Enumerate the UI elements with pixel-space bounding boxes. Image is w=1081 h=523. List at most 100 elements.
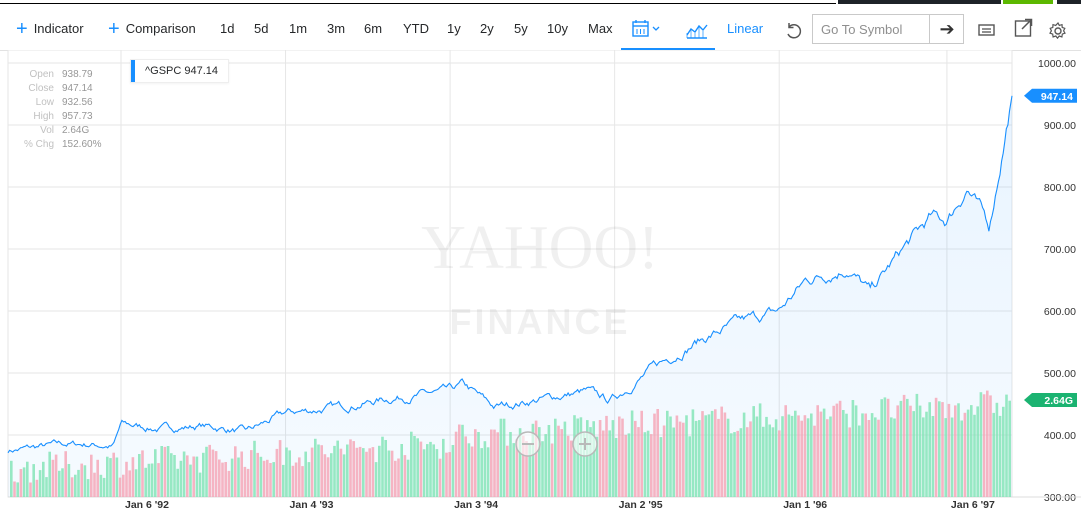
volume-bar [301,466,304,497]
low-value: 932.56 [62,97,93,108]
go-to-symbol-input[interactable] [813,15,929,43]
print-button[interactable] [977,18,997,40]
volume-bar [858,425,861,497]
volume-bar [202,452,205,497]
volume-bar [445,452,448,497]
volume-bar [74,474,77,497]
range-1m[interactable]: 1m [289,21,308,36]
price-line[interactable] [7,95,1013,454]
volume-bar [992,412,995,497]
volume-bar [822,408,826,497]
volume-bar [829,416,832,497]
indicator-label: Indicator [33,21,84,36]
volume-bar [525,441,528,497]
volume-bar [624,434,627,497]
open-label: Open [29,69,54,80]
volume-bar [531,423,535,497]
range-3m[interactable]: 3m [327,21,346,36]
volume-bar [13,481,16,497]
volume-bar [989,395,992,497]
volume-bar [925,411,928,497]
volume-bar [960,420,963,497]
volume-bar [509,432,512,497]
volume-bar [22,467,26,497]
range-1d[interactable]: 1d [220,21,235,36]
volume-bar [454,431,458,497]
chart-type-button[interactable] [686,18,708,40]
volume-bar [947,403,951,497]
volume-bar [768,424,771,497]
volume-bar [400,444,403,497]
range-max[interactable]: Max [588,21,613,36]
volume-bar [941,402,944,497]
ohlc-panel: Open 938.79 Close 947.14 Low 932.56 High 957… [8,68,102,152]
volume-bar [746,427,749,497]
volume-bar [480,448,483,497]
volume-bar [630,410,634,497]
volume-bar [586,420,589,497]
volume-bar [128,470,131,497]
volume-bar [246,468,250,497]
expand-button[interactable] [1014,16,1034,40]
volume-bar [35,479,39,497]
volume-bar [275,448,279,497]
range-6m[interactable]: 6m [364,21,383,36]
series-legend-label: ^GSPC 947.14 [145,65,219,77]
volume-bar [26,461,29,497]
volume-bar [426,444,429,497]
comparison-button[interactable]: + Comparison [108,10,196,48]
volume-bar [931,416,935,497]
volume-bar [266,459,269,497]
range-10y[interactable]: 10y [547,21,568,36]
header-segment-green [1003,0,1053,4]
volume-bar [877,419,880,497]
go-arrow-button[interactable]: ➔ [929,15,964,43]
range-5y[interactable]: 5y [514,21,528,36]
volume-bar [99,474,103,497]
volume-bar [67,464,71,497]
volume-bar [816,405,819,497]
volume-bar [435,449,439,497]
y-tick-label: 700.00 [1044,244,1076,256]
volume-bar [506,445,509,497]
indicator-button[interactable]: + Indicator [16,10,84,48]
volume-bar [710,410,714,497]
volume-bar [486,447,490,497]
volume-bar [915,393,919,497]
volume-bar [192,456,195,497]
range-5d[interactable]: 5d [254,21,269,36]
volume-bar [698,420,701,497]
volume-bar [845,413,848,497]
volume-bar [45,477,48,497]
y-tick-label: 300.00 [1044,492,1076,504]
volume-bar [810,413,813,497]
zoom-in-icon[interactable] [572,431,598,457]
volume-bar [557,425,560,497]
reset-button[interactable] [784,18,804,40]
volume-bar [704,415,707,497]
scale-toggle-button[interactable]: Linear [727,21,764,36]
volume-bar [986,390,989,497]
volume-bar [397,458,400,497]
series-legend[interactable]: ^GSPC 947.14 [130,59,230,83]
settings-button[interactable] [1048,18,1068,40]
volume-bar [51,459,55,497]
volume-bar [234,446,237,497]
range-2y[interactable]: 2y [480,21,494,36]
volume-bar [64,451,67,497]
range-1y[interactable]: 1y [447,21,461,36]
volume-bar [966,409,970,497]
volume-bar [883,397,887,497]
zoom-out-icon[interactable] [515,431,541,457]
volume-bar [912,411,915,497]
volume-bar [707,414,711,497]
volume-bar [867,420,871,497]
volume-bar [957,403,960,497]
volume-bar [227,470,231,497]
volume-bar [214,451,218,497]
price-chart[interactable]: 300.00 400.00 500.00 600.00 700.00 800.00 900.… [0,50,1081,523]
date-range-picker-button[interactable] [632,18,662,40]
close-label: Close [28,83,54,94]
range-ytd[interactable]: YTD [403,21,429,36]
volume-bar [563,421,567,497]
